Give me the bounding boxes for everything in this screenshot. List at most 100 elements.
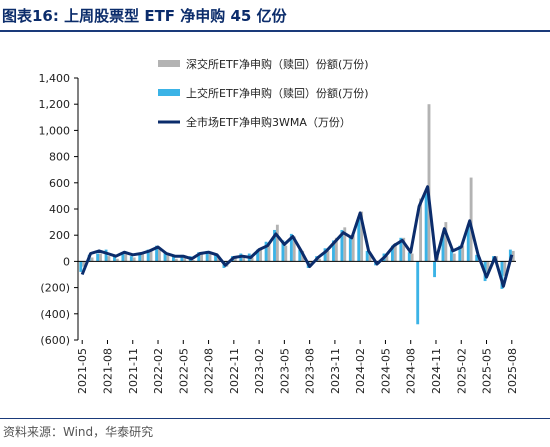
sz-bar [461, 245, 465, 262]
sz-bar [444, 222, 448, 262]
sz-bar [402, 237, 406, 262]
sz-bar [124, 252, 128, 262]
x-tick-label: 2025-05 [481, 348, 494, 394]
sh-bar [424, 193, 428, 262]
sh-bar [332, 240, 335, 262]
legend-label-sz: 深交所ETF净申购（赎回）份额(万份) [186, 57, 369, 71]
sz-bar [393, 243, 397, 262]
sz-bar [107, 256, 111, 262]
sz-bar [326, 250, 330, 262]
sh-bar [205, 250, 209, 262]
sz-bar [208, 252, 212, 262]
sh-bar [172, 256, 175, 262]
source-note: 资料来源：Wind，华泰研究 [3, 425, 154, 439]
y-tick-label: 1,000 [39, 124, 71, 137]
sz-bar [267, 244, 271, 262]
sz-bar [90, 257, 94, 262]
chart-title: 图表16: 上周股票型 ETF 净申购 45 亿份 [2, 7, 287, 25]
sz-bar [191, 260, 195, 262]
sz-bar [360, 211, 364, 262]
sz-bar [385, 256, 389, 262]
sh-bar [96, 253, 100, 262]
sz-bar [115, 258, 119, 262]
title-divider [0, 30, 550, 32]
legend: 深交所ETF净申购（赎回）份额(万份) 上交所ETF净申购（赎回）份额(万份) … [158, 57, 369, 129]
sh-bar [298, 249, 302, 262]
sh-bar [441, 233, 445, 262]
x-tick-label: 2021-11 [127, 348, 140, 394]
sz-bar [200, 253, 203, 262]
sz-bar [259, 248, 262, 262]
y-tick-label: 1,400 [39, 72, 71, 85]
sh-bar [323, 248, 327, 262]
sz-bar [166, 253, 170, 262]
sh-bar [79, 261, 83, 272]
sh-bar [449, 249, 453, 262]
y-tick-label: 400 [49, 203, 70, 216]
x-tick-label: 2022-02 [152, 348, 165, 394]
legend-swatch-sh [158, 89, 180, 96]
x-tick-label: 2023-05 [278, 348, 291, 394]
x-tick-label: 2023-11 [329, 348, 342, 394]
sz-bar [275, 224, 279, 262]
sh-bar [273, 229, 276, 262]
y-tick-label: (400) [40, 308, 70, 321]
footer-divider [0, 418, 550, 419]
sz-bar [368, 253, 372, 262]
legend-swatch-sz [158, 60, 180, 67]
y-tick-label: (200) [40, 282, 70, 295]
sh-bar [104, 249, 108, 262]
sh-bar [391, 245, 394, 262]
sh-bar [289, 233, 293, 262]
sz-bar [284, 245, 288, 262]
legend-label-sh: 上交所ETF净申购（赎回）份额(万份) [186, 86, 369, 100]
y-tick-label: 800 [49, 151, 70, 164]
sz-bar [183, 256, 187, 262]
y-tick-label: 600 [49, 177, 70, 190]
x-tick-label: 2022-11 [228, 348, 241, 394]
x-tick-label: 2022-05 [177, 348, 190, 394]
x-tick-label: 2025-02 [455, 348, 468, 394]
sh-bar [163, 252, 167, 262]
sz-bar [174, 258, 178, 262]
sz-bar [318, 258, 321, 262]
sz-bar [99, 253, 102, 262]
sh-bar [197, 252, 201, 262]
sh-bar [348, 236, 352, 262]
x-tick-label: 2022-08 [203, 348, 216, 394]
x-tick-label: 2024-05 [379, 348, 392, 394]
x-tick-label: 2024-02 [354, 348, 367, 394]
y-tick-label: 1,200 [39, 98, 71, 111]
x-tick-label: 2023-02 [253, 348, 266, 394]
y-tick-label: (600) [40, 334, 70, 347]
sz-bar [141, 253, 145, 262]
sz-bar [351, 235, 355, 262]
sz-bar [292, 236, 296, 262]
sh-bar [264, 241, 268, 262]
y-tick-label: 200 [49, 229, 70, 242]
sh-bar [340, 229, 344, 262]
sh-bar [180, 254, 184, 262]
sh-bar [433, 261, 436, 278]
sz-bar [132, 257, 136, 262]
sz-bar [334, 237, 338, 262]
sz-bar [82, 261, 86, 267]
sz-bar [452, 253, 456, 262]
sz-bar [250, 257, 254, 262]
sz-bar [410, 253, 414, 262]
sh-bar [407, 252, 411, 262]
x-tick-label: 2024-08 [405, 348, 418, 394]
x-tick-label: 2021-05 [76, 348, 89, 394]
sh-bar [113, 256, 116, 262]
title-bar: 图表16: 上周股票型 ETF 净申购 45 亿份 [0, 0, 550, 30]
sz-bar [158, 248, 161, 262]
sh-bar [475, 254, 479, 262]
sh-bar [466, 224, 470, 262]
sh-bar [500, 261, 504, 289]
sh-bar [129, 256, 133, 262]
sh-bar [138, 253, 142, 262]
sh-bar [214, 253, 217, 262]
sz-bar [343, 227, 347, 262]
x-tick-label: 2023-08 [304, 348, 317, 394]
